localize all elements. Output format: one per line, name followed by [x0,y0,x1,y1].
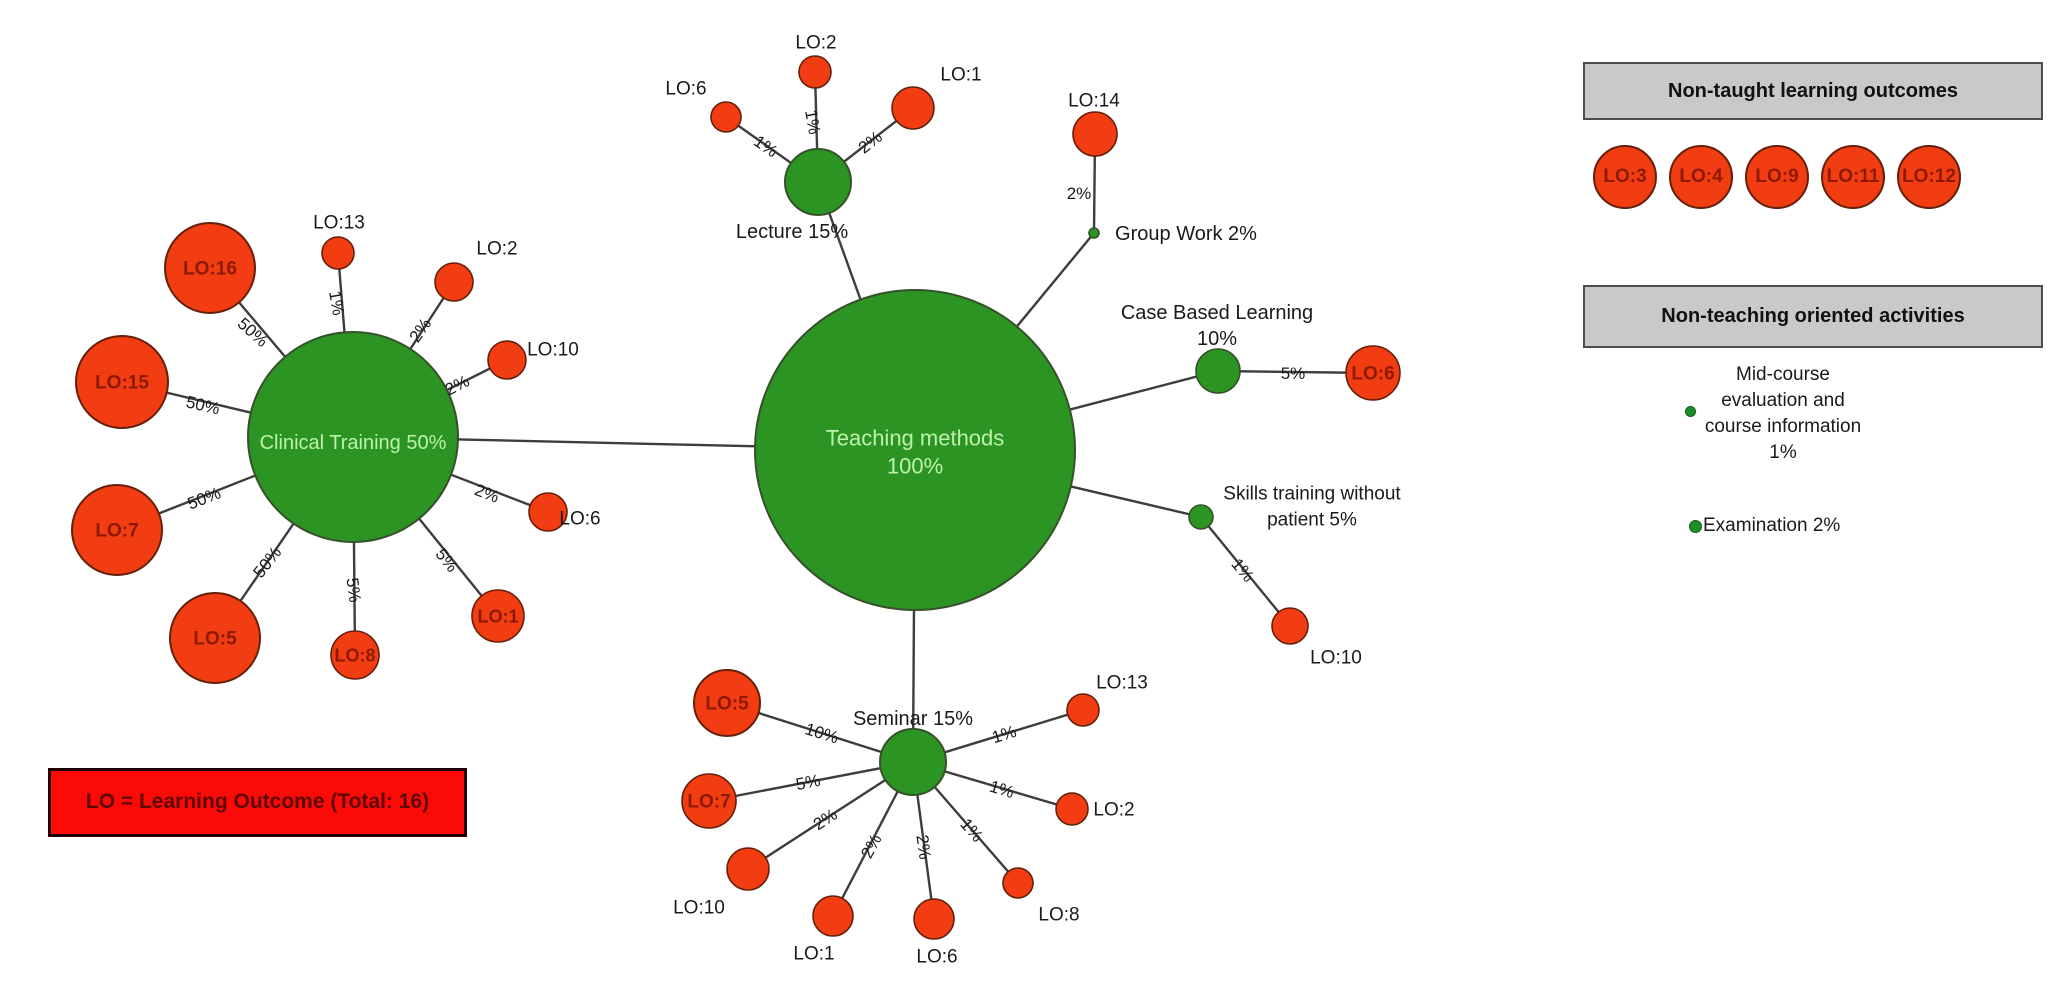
label-gw14: LO:14 [1068,91,1120,112]
node-se1 [812,895,854,937]
non-taught-lo-12: LO:12 [1897,145,1961,209]
node-cl8 [330,630,380,680]
label-teaching: Teaching methods 100% [826,426,1005,479]
node-cb6 [1345,345,1401,401]
label-cl1: LO:1 [477,606,518,626]
non-taught-lo-9: LO:9 [1745,145,1809,209]
label-clinical: Clinical Training 50% [260,432,447,454]
non-taught-lo-3: LO:3 [1593,145,1657,209]
node-le1 [891,86,935,130]
node-cl13 [321,236,355,270]
label-se13: LO:13 [1096,673,1148,694]
edge-label-clinical-cl8: 5% [342,577,364,604]
edge-seminar-se7 [708,760,914,803]
node-se8 [1002,867,1034,899]
label-se6: LO:6 [916,947,957,968]
node-cbl [1195,348,1241,394]
node-cl10 [487,340,527,380]
node-le2 [798,55,832,89]
label-se8: LO:8 [1038,905,1079,926]
activity-examination: Examination 2% [1689,514,1840,538]
edge-label-clinical-cl7: 50% [185,483,224,513]
label-se5: LO:5 [705,694,749,715]
node-cl2 [434,262,474,302]
label-cl15: LO:15 [95,373,149,394]
label-cl5: LO:5 [193,629,237,650]
node-le6 [710,101,742,133]
node-se10 [726,847,770,891]
node-se7 [681,773,737,829]
label-cl2: LO:2 [476,239,517,260]
edge-label-clinical-cl6: 2% [472,480,502,507]
edge-label-seminar-se6: 2% [912,834,934,861]
label-cl13: LO:13 [313,213,365,234]
node-gw14 [1072,111,1118,157]
node-cl15 [75,335,169,429]
node-groupwork [1088,227,1100,239]
non-taught-lo-11: LO:11 [1821,145,1885,209]
label-cl10: LO:10 [527,340,579,361]
node-se5 [693,669,761,737]
node-teaching [754,289,1076,611]
label-skills: Skills training without patient 5% [1223,484,1401,531]
non-taught-circles: LO:3 LO:4 LO:9 LO:11 LO:12 [1593,145,1961,209]
edge-label-seminar-se10: 2% [810,805,841,834]
node-cl1 [471,589,525,643]
edge-label-clinical-cl16: 50% [234,314,272,351]
non-taught-header: Non-taught learning outcomes [1583,62,2043,120]
green-dot-icon [1689,519,1702,533]
label-cb6: LO:6 [1351,364,1394,385]
label-sk10: LO:10 [1310,648,1362,669]
activity-examination-text: Examination 2% [1703,515,1841,536]
label-lecture: Lecture 15% [736,221,849,243]
edge-label-clinical-cl1: 5% [431,545,461,576]
non-teaching-header: Non-teaching oriented activities [1583,285,2043,348]
label-groupwork: Group Work 2% [1115,223,1257,245]
label-se7: LO:7 [687,792,730,813]
label-se1: LO:1 [793,944,834,965]
edge-label-seminar-se7: 5% [794,771,822,794]
label-cbl: Case Based Learning 10% [1121,302,1313,350]
node-cl5 [169,592,261,684]
node-skills [1188,504,1214,530]
edge-label-seminar-se1: 2% [857,831,885,862]
label-cl6: LO:6 [559,509,600,530]
node-se6 [913,898,955,940]
node-cl7 [71,484,163,576]
node-se2 [1055,792,1089,826]
non-taught-lo-4: LO:4 [1669,145,1733,209]
label-cl8: LO:8 [334,645,375,665]
node-se13 [1066,693,1100,727]
activity-midcourse-text: Mid-course evaluation and course informa… [1704,364,1862,463]
edge-skills-sk10 [1200,516,1291,627]
label-le6: LO:6 [665,79,706,100]
edge-label-lecture-le2: 1% [801,108,824,136]
activity-midcourse: Mid-course evaluation and course informa… [1678,362,1888,466]
edge-label-seminar-se5: 10% [803,719,841,747]
green-dot-icon [1685,406,1696,417]
lo-abbreviation-note: LO = Learning Outcome (Total: 16) [48,768,467,837]
edge-label-cbl-cb6: 5% [1281,364,1306,383]
node-cl6 [528,492,568,532]
label-se2: LO:2 [1093,800,1134,821]
node-lecture [784,148,852,216]
label-le2: LO:2 [795,33,836,54]
edge-label-seminar-se2: 1% [987,777,1016,802]
label-seminar: Seminar 15% [853,708,973,730]
node-cl16 [164,222,256,314]
edge-label-groupwork-gw14: 2% [1067,184,1092,203]
edge-label-clinical-cl15: 50% [184,392,221,418]
label-se10: LO:10 [673,898,725,919]
label-cl16: LO:16 [183,259,237,280]
edge-label-clinical-cl5: 50% [249,543,285,582]
node-sk10 [1271,607,1309,645]
label-le1: LO:1 [940,65,981,86]
node-seminar [879,728,947,796]
label-cl7: LO:7 [95,521,138,542]
node-clinical [247,331,459,543]
edge-label-clinical-cl13: 1% [325,289,348,317]
edge-label-seminar-se13: 1% [990,722,1019,747]
